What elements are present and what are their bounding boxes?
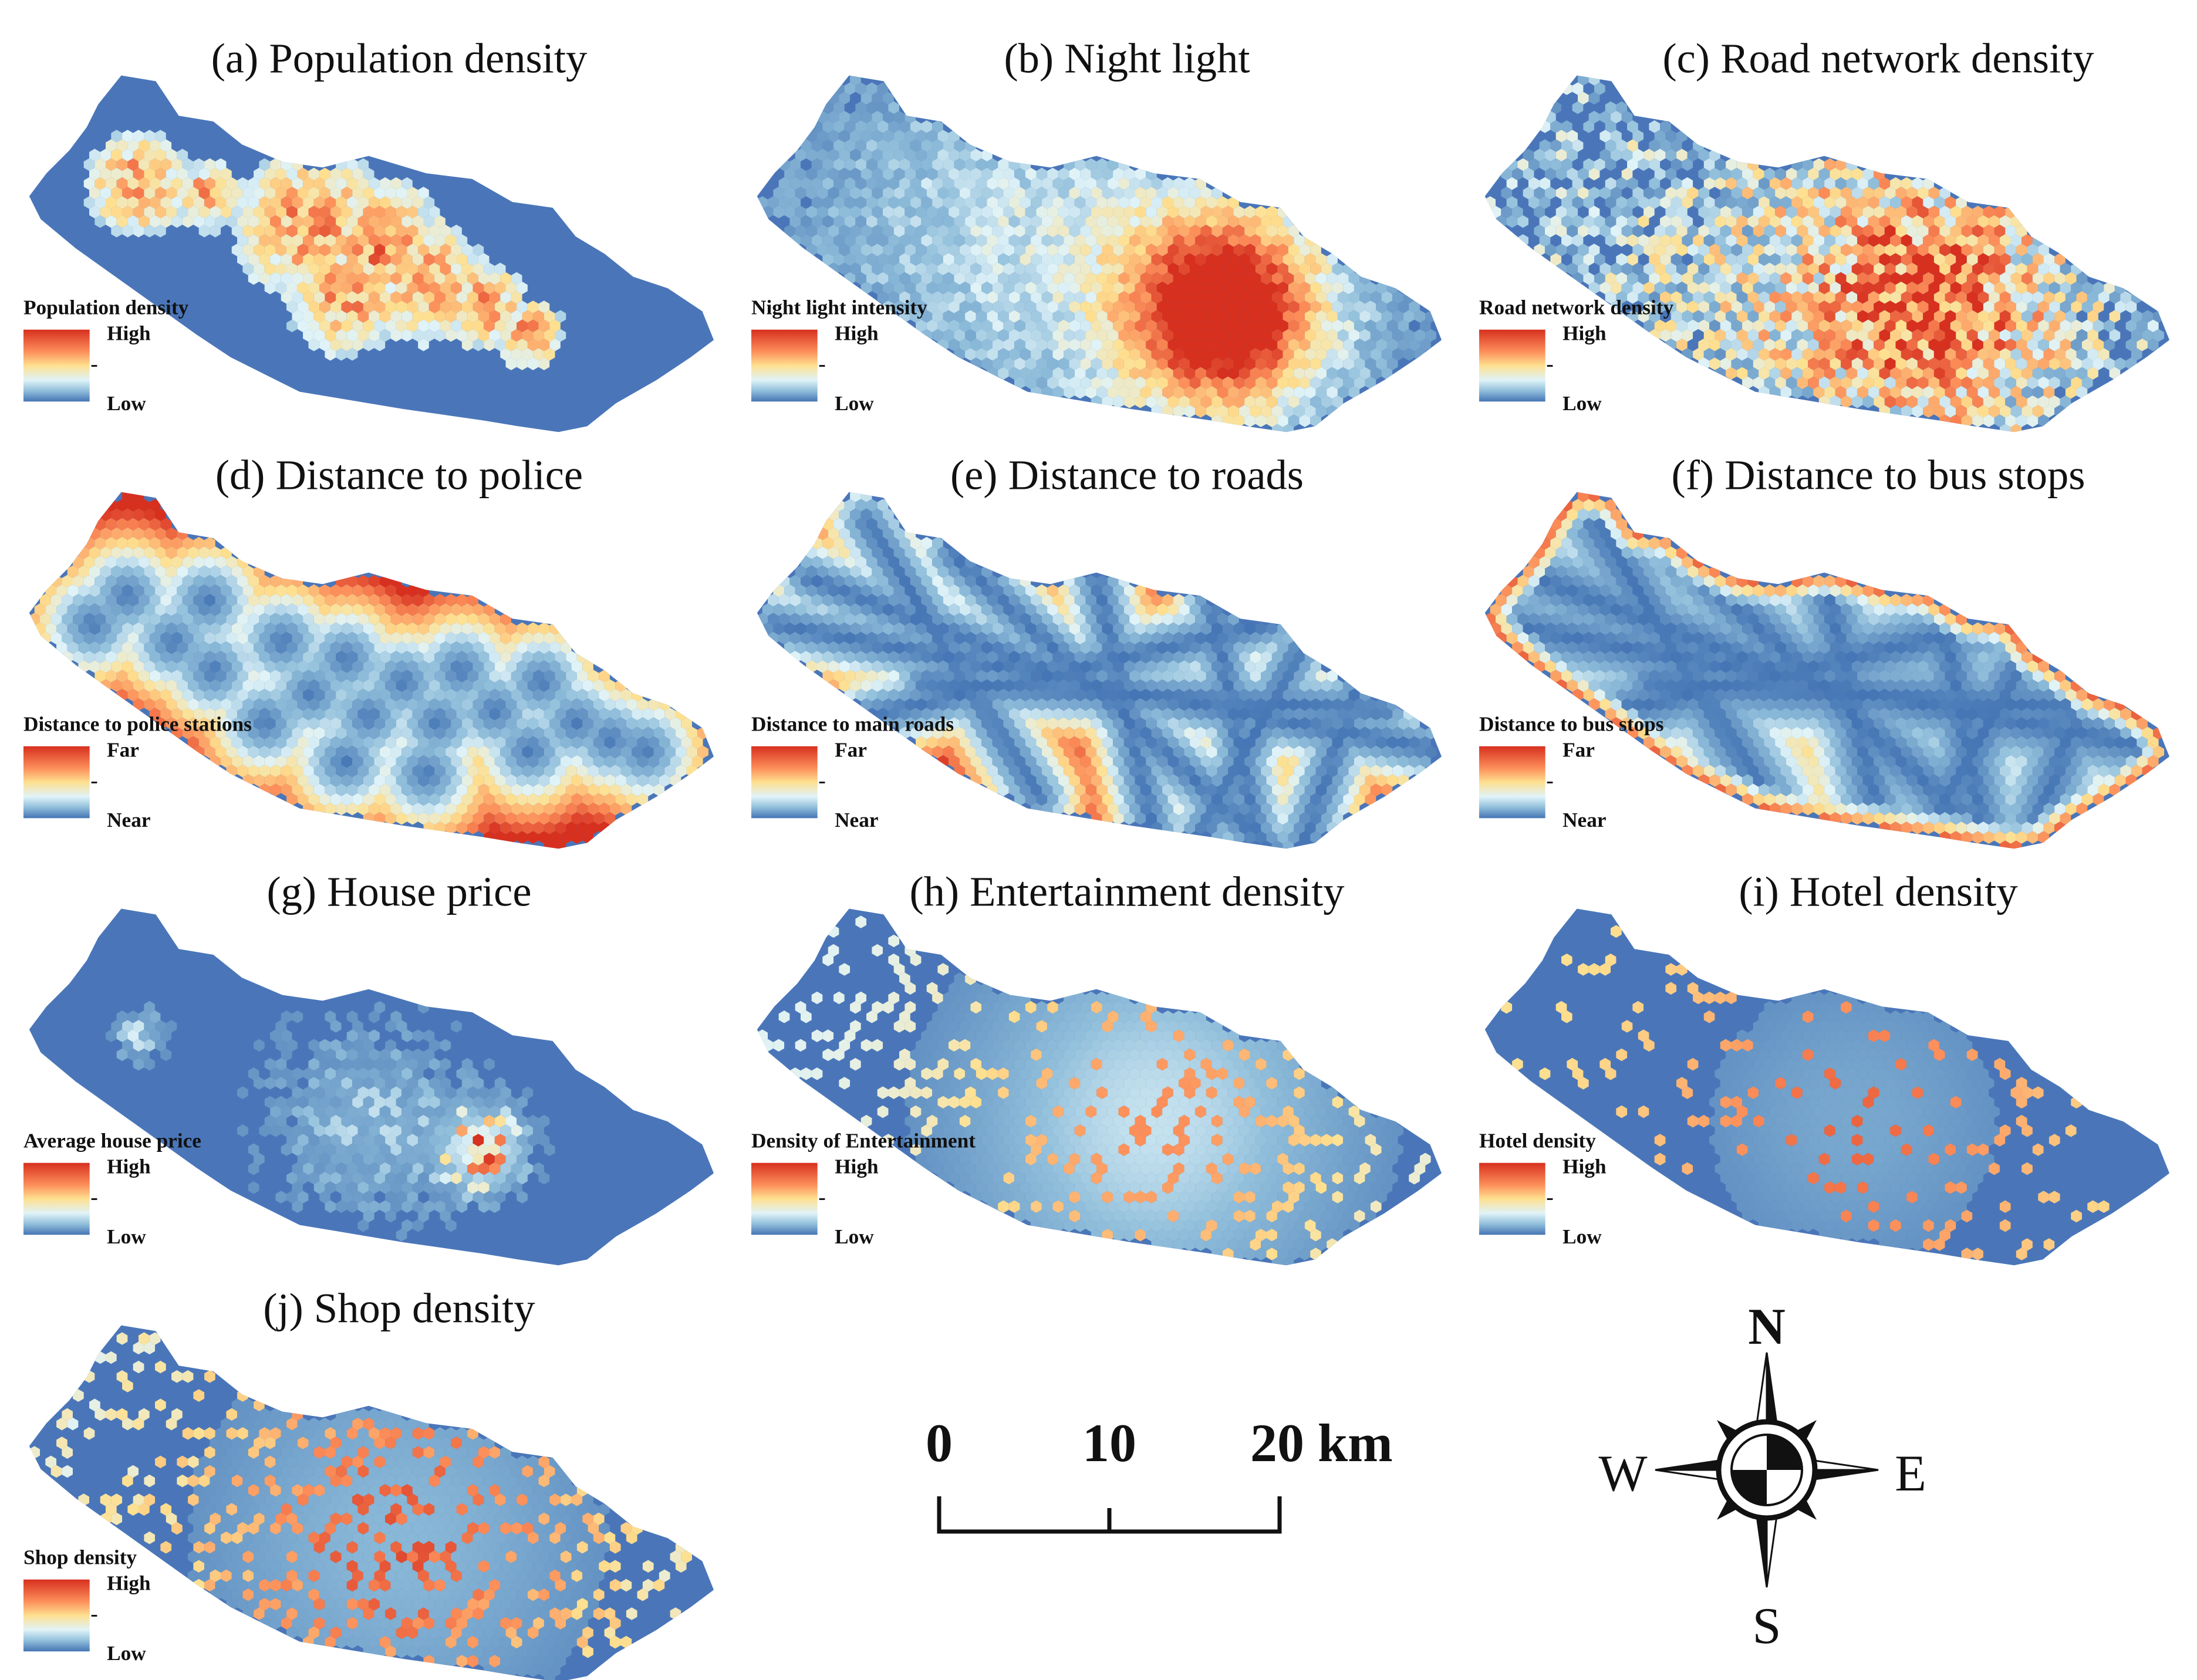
panel-title-c: (c) Road network density: [1662, 35, 2094, 82]
legend-high-label-g: High: [107, 1155, 151, 1178]
legend-color-ramp-i: [1479, 1162, 1545, 1235]
legend-color-ramp-b: [751, 329, 818, 402]
north-arrow-compass: N S E W: [1598, 1299, 1926, 1655]
scale-bar: 0 10 20 km: [926, 1413, 1393, 1534]
compass-south-label: S: [1753, 1598, 1781, 1655]
legend-title-a: Population density: [23, 296, 189, 319]
compass-west-label: W: [1598, 1445, 1647, 1502]
legend-title-j: Shop density: [23, 1546, 137, 1569]
legend-low-label-d: Near: [107, 809, 150, 831]
map-panel-f: (f) Distance to bus stops Distance to bus…: [1479, 451, 2169, 849]
legend-title-c: Road network density: [1479, 296, 1673, 319]
legend-high-label-c: High: [1562, 322, 1607, 344]
legend-low-label-h: Low: [835, 1225, 874, 1248]
map-panel-b: (b) Night light Night light intensity High…: [751, 35, 1442, 432]
compass-north-label: N: [1748, 1299, 1786, 1356]
map-cells-d: [29, 492, 708, 849]
legend-c: Road network density High Low: [1479, 296, 1673, 415]
legend-title-d: Distance to police stations: [23, 712, 252, 735]
map-cells-h: [757, 915, 1431, 1266]
legend-a: Population density High Low: [23, 296, 189, 415]
map-panel-e: (e) Distance to roads Distance to main ro…: [751, 451, 1442, 849]
map-cells-g: [106, 1000, 555, 1242]
legend-low-label-e: Near: [835, 809, 878, 831]
legend-color-ramp-j: [23, 1579, 90, 1652]
panel-title-b: (b) Night light: [1004, 35, 1250, 82]
panel-title-a: (a) Population density: [211, 35, 587, 82]
legend-high-label-b: High: [835, 322, 879, 344]
map-panel-i: (i) Hotel density Hotel density High Low: [1479, 868, 2169, 1266]
legend-low-label-j: Low: [107, 1642, 146, 1665]
legend-color-ramp-g: [23, 1162, 90, 1235]
legend-b: Night light intensity High Low: [751, 296, 927, 415]
legend-title-g: Average house price: [23, 1129, 201, 1152]
compass-rose-icon: [1655, 1352, 1879, 1588]
legend-low-label-c: Low: [1562, 392, 1602, 415]
map-panel-h: (h) Entertainment density Density of Ente…: [751, 868, 1442, 1266]
legend-title-b: Night light intensity: [751, 296, 927, 319]
legend-high-label-i: High: [1562, 1155, 1607, 1178]
legend-title-h: Density of Entertainment: [751, 1129, 976, 1152]
scale-label-0: 0: [926, 1413, 953, 1473]
legend-color-ramp-h: [751, 1162, 818, 1235]
panel-title-j: (j) Shop density: [263, 1284, 535, 1332]
legend-color-ramp-e: [751, 746, 818, 819]
legend-high-label-a: High: [107, 322, 151, 344]
legend-low-label-f: Near: [1562, 809, 1606, 831]
map-panel-d: (d) Distance to police Distance to police…: [23, 451, 714, 849]
panel-title-i: (i) Hotel density: [1739, 868, 2017, 915]
map-panel-g: (g) House price Average house price High Lo…: [23, 868, 714, 1266]
legend-title-e: Distance to main roads: [751, 712, 954, 735]
compass-east-label: E: [1895, 1445, 1926, 1502]
legend-d: Distance to police stations Far Near: [23, 712, 252, 831]
legend-title-f: Distance to bus stops: [1479, 712, 1664, 735]
legend-high-label-d: Far: [107, 738, 139, 761]
legend-color-ramp-c: [1479, 329, 1545, 402]
legend-h: Density of Entertainment High Low: [751, 1129, 976, 1248]
legend-low-label-b: Low: [835, 392, 874, 415]
legend-f: Distance to bus stops Far Near: [1479, 712, 1664, 831]
panel-title-h: (h) Entertainment density: [909, 868, 1344, 915]
legend-high-label-f: Far: [1562, 738, 1595, 761]
legend-low-label-i: Low: [1562, 1225, 1602, 1248]
panel-title-g: (g) House price: [266, 868, 531, 915]
panel-title-d: (d) Distance to police: [215, 451, 583, 499]
legend-low-label-g: Low: [107, 1225, 146, 1248]
map-cells-c: [1484, 75, 2164, 432]
legend-color-ramp-a: [23, 329, 90, 402]
legend-high-label-e: Far: [835, 738, 867, 761]
map-cells-e: [757, 492, 1436, 849]
panel-title-f: (f) Distance to bus stops: [1672, 451, 2085, 499]
legend-e: Distance to main roads Far Near: [751, 712, 954, 831]
legend-high-label-j: High: [107, 1571, 151, 1594]
panel-title-e: (e) Distance to roads: [950, 451, 1304, 499]
map-panel-c: (c) Road network density Road network den…: [1479, 35, 2169, 432]
legend-color-ramp-d: [23, 746, 90, 819]
panels-layer: (a) Population density Population density…: [23, 35, 2169, 1680]
map-cells-f: [1484, 492, 2164, 849]
map-cells-j: [29, 1332, 692, 1680]
legend-color-ramp-f: [1479, 746, 1545, 819]
legend-low-label-a: Low: [107, 392, 146, 415]
scale-bar-lines: [937, 1496, 1282, 1534]
legend-title-i: Hotel density: [1479, 1129, 1596, 1152]
map-panel-a: (a) Population density Population density…: [23, 35, 714, 432]
legend-g: Average house price High Low: [23, 1129, 201, 1248]
scale-label-10: 10: [1082, 1413, 1136, 1473]
legend-i: Hotel density High Low: [1479, 1129, 1607, 1248]
map-cells-b: [757, 75, 1436, 432]
legend-high-label-h: High: [835, 1155, 879, 1178]
map-cells-a: [83, 130, 566, 370]
scale-label-20-km: 20 km: [1250, 1413, 1393, 1473]
